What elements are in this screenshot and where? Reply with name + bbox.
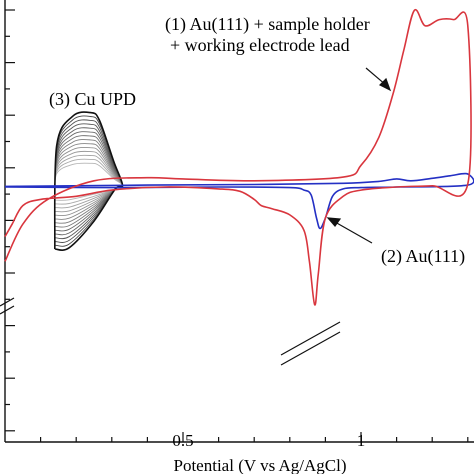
y-ticks xyxy=(5,9,15,432)
axis-break-marks xyxy=(0,297,341,366)
annotation-blue: (2) Au(111) xyxy=(381,246,465,267)
annotation-red-line2: + working electrode lead xyxy=(170,35,350,55)
axis-break-left-1 xyxy=(0,297,15,307)
annotation-red-line1: (1) Au(111) + sample holder xyxy=(165,14,370,35)
cu-upd-cycle xyxy=(53,111,124,251)
x-tick-label: 1 xyxy=(357,431,366,450)
cu-upd-cycle xyxy=(54,135,123,228)
cu-upd-cycle xyxy=(54,146,123,217)
cu-upd-cycle xyxy=(54,154,123,209)
series-cu-upd xyxy=(53,111,124,251)
axis-break-red-2 xyxy=(280,331,341,366)
x-ticks: 0.5 1 xyxy=(39,431,469,450)
axis-break-red-1 xyxy=(280,321,341,356)
arrow-red-head xyxy=(378,77,392,92)
series-au111-holder-line xyxy=(4,8,472,306)
cu-upd-cycle xyxy=(54,158,123,205)
arrow-blue-shaft xyxy=(334,221,373,244)
annotation-arrows xyxy=(326,67,392,244)
cu-upd-cycle xyxy=(54,139,123,224)
cu-upd-cycle xyxy=(54,123,123,240)
plot-frame: 0.5 1 xyxy=(4,0,474,450)
arrow-blue-head xyxy=(326,217,342,227)
x-axis-label: Potential (V vs Ag/AgCl) xyxy=(174,456,347,474)
cu-upd-cycle xyxy=(54,131,123,232)
cu-upd-cycle xyxy=(54,150,123,213)
cu-upd-cycle xyxy=(54,119,123,243)
cu-upd-cycle xyxy=(54,142,123,220)
cu-upd-cycle xyxy=(54,127,123,236)
series-au111-line xyxy=(4,172,474,230)
x-tick-label: 0.5 xyxy=(172,431,193,450)
annotation-cu: (3) Cu UPD xyxy=(49,89,136,110)
axis-break-left-2 xyxy=(0,305,15,315)
